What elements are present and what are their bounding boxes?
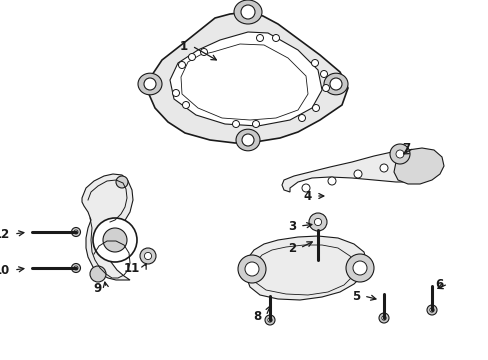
Circle shape — [172, 90, 179, 96]
Circle shape — [71, 264, 81, 273]
Polygon shape — [282, 150, 441, 192]
Polygon shape — [245, 236, 366, 300]
Circle shape — [140, 248, 156, 264]
Text: 6: 6 — [435, 278, 443, 291]
Circle shape — [381, 316, 386, 320]
Circle shape — [302, 184, 309, 192]
Ellipse shape — [234, 0, 262, 24]
Text: 10: 10 — [0, 264, 10, 276]
Text: 12: 12 — [0, 228, 10, 240]
Circle shape — [232, 121, 239, 127]
Circle shape — [200, 49, 207, 55]
Text: 4: 4 — [303, 189, 311, 202]
Circle shape — [241, 5, 254, 19]
Circle shape — [311, 59, 318, 67]
Polygon shape — [148, 12, 347, 143]
Circle shape — [395, 150, 403, 158]
Circle shape — [116, 176, 128, 188]
Circle shape — [312, 104, 319, 112]
Circle shape — [256, 35, 263, 41]
Circle shape — [353, 170, 361, 178]
Circle shape — [264, 315, 274, 325]
Circle shape — [272, 35, 279, 41]
Text: 3: 3 — [287, 220, 295, 233]
Text: 8: 8 — [253, 310, 262, 323]
Circle shape — [389, 144, 409, 164]
Circle shape — [178, 62, 185, 68]
Circle shape — [314, 219, 321, 226]
Circle shape — [252, 121, 259, 127]
Circle shape — [429, 308, 433, 312]
Circle shape — [320, 71, 327, 77]
Circle shape — [93, 218, 137, 262]
Circle shape — [74, 266, 78, 270]
Text: 7: 7 — [401, 141, 409, 154]
Text: 11: 11 — [123, 261, 140, 274]
Circle shape — [379, 164, 387, 172]
Circle shape — [103, 228, 127, 252]
Circle shape — [242, 134, 253, 146]
Text: 1: 1 — [180, 40, 187, 53]
Circle shape — [352, 261, 366, 275]
Circle shape — [346, 254, 373, 282]
Circle shape — [426, 305, 436, 315]
Text: 5: 5 — [351, 289, 359, 302]
Circle shape — [74, 230, 78, 234]
Circle shape — [298, 114, 305, 122]
Polygon shape — [82, 174, 133, 280]
Text: 9: 9 — [94, 282, 102, 294]
Circle shape — [188, 54, 195, 60]
Circle shape — [329, 78, 341, 90]
Text: 2: 2 — [287, 242, 295, 255]
Circle shape — [308, 213, 326, 231]
Circle shape — [182, 102, 189, 108]
Polygon shape — [170, 32, 321, 126]
Circle shape — [378, 313, 388, 323]
Ellipse shape — [236, 129, 260, 151]
Circle shape — [315, 258, 320, 262]
Circle shape — [90, 266, 106, 282]
Ellipse shape — [138, 73, 162, 95]
Circle shape — [244, 262, 259, 276]
Circle shape — [312, 255, 323, 265]
Circle shape — [327, 177, 335, 185]
Polygon shape — [393, 148, 443, 184]
Circle shape — [143, 78, 156, 90]
Circle shape — [267, 318, 272, 322]
Ellipse shape — [324, 73, 347, 95]
Circle shape — [144, 252, 151, 260]
Circle shape — [71, 228, 81, 237]
Circle shape — [238, 255, 265, 283]
Circle shape — [322, 85, 329, 91]
